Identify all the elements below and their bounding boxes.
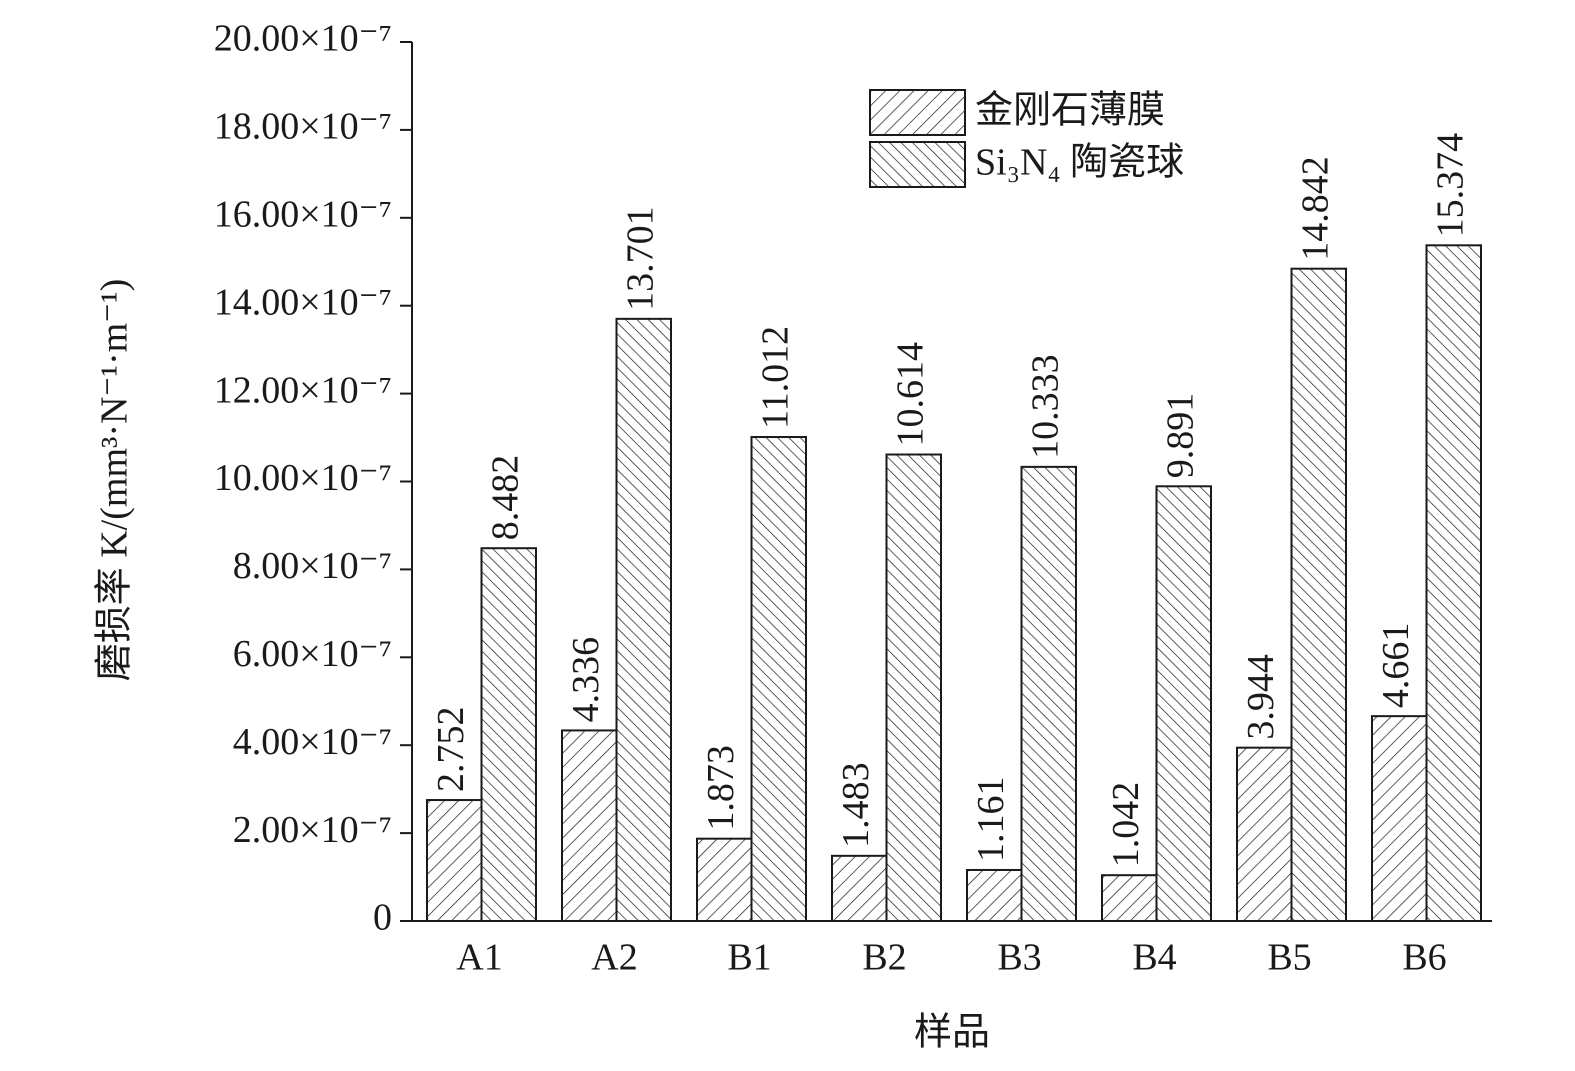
y-tick-label: 4.00×10⁻⁷ — [233, 721, 392, 763]
x-tick-label: B2 — [862, 937, 906, 979]
data-label: 2.752 — [430, 707, 472, 793]
x-tick-label: B5 — [1267, 937, 1311, 979]
legend-label: Si₃N₄ 陶瓷球 — [975, 142, 1184, 184]
data-label: 15.374 — [1429, 133, 1471, 238]
legend-swatch — [869, 141, 966, 188]
x-tick-label: B1 — [727, 937, 771, 979]
data-label: 10.333 — [1024, 354, 1066, 459]
y-axis-label: 磨损率 K/(mm³·N⁻¹·m⁻¹) — [94, 279, 136, 682]
bar — [1020, 465, 1077, 922]
data-label: 14.842 — [1294, 156, 1336, 261]
y-tick-label: 20.00×10⁻⁷ — [214, 18, 392, 60]
bar — [1371, 715, 1428, 922]
data-label: 4.661 — [1375, 623, 1417, 709]
bar — [750, 436, 807, 922]
data-label: 1.042 — [1105, 782, 1147, 868]
data-label: 1.873 — [700, 745, 742, 831]
bar — [1155, 485, 1212, 922]
x-tick-label: B4 — [1132, 937, 1176, 979]
bar — [561, 729, 618, 922]
data-label: 8.482 — [484, 455, 526, 541]
bar — [615, 317, 672, 922]
bar — [966, 868, 1023, 923]
y-tick-label: 18.00×10⁻⁷ — [214, 106, 392, 148]
y-tick-label: 8.00×10⁻⁷ — [233, 545, 392, 587]
data-label: 11.012 — [754, 326, 796, 429]
data-label: 4.336 — [565, 637, 607, 723]
y-tick-label: 12.00×10⁻⁷ — [214, 369, 392, 411]
legend-swatch — [869, 89, 966, 136]
bar — [1236, 746, 1293, 922]
legend-label: 金刚石薄膜 — [975, 90, 1165, 132]
x-tick-label: B3 — [997, 937, 1041, 979]
bar — [1425, 244, 1482, 923]
data-label: 13.701 — [619, 206, 661, 311]
bar — [1101, 874, 1158, 922]
y-tick-label: 2.00×10⁻⁷ — [233, 809, 392, 851]
bar — [885, 453, 942, 922]
y-tick-label: 16.00×10⁻⁷ — [214, 194, 392, 236]
x-tick-label: A2 — [591, 937, 637, 979]
x-tick-label: B6 — [1402, 937, 1446, 979]
y-tick-label: 10.00×10⁻⁷ — [214, 457, 392, 499]
bar — [831, 854, 888, 922]
bar — [1290, 267, 1347, 922]
data-label: 10.614 — [889, 342, 931, 447]
data-label: 1.483 — [835, 762, 877, 848]
x-axis-label: 样品 — [914, 1012, 990, 1054]
data-label: 3.944 — [1240, 654, 1282, 740]
data-label: 1.161 — [970, 776, 1012, 862]
y-tick-label: 6.00×10⁻⁷ — [233, 633, 392, 675]
bar — [696, 837, 753, 922]
bar — [480, 547, 537, 923]
y-tick-label: 14.00×10⁻⁷ — [214, 281, 392, 323]
x-tick-label: A1 — [456, 937, 502, 979]
bar — [426, 799, 483, 923]
data-label: 9.891 — [1159, 393, 1201, 479]
y-tick-label: 0 — [373, 897, 392, 939]
